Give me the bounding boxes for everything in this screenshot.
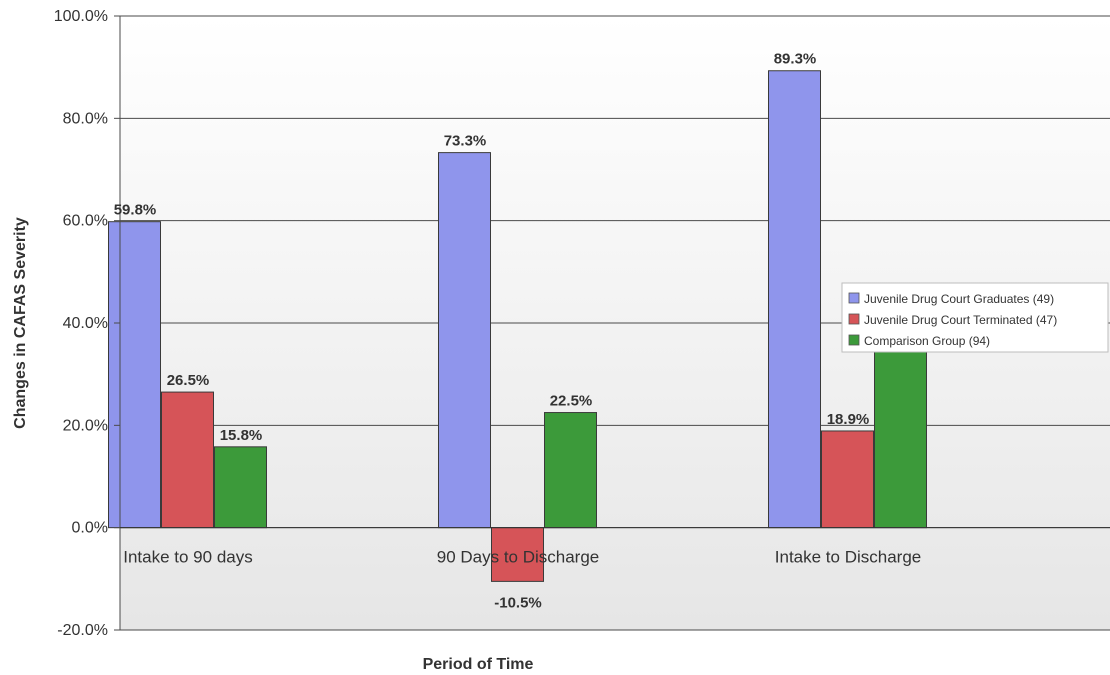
y-tick-label: 80.0% (63, 110, 108, 127)
data-label: 59.8% (114, 202, 157, 219)
data-label: -10.5% (494, 594, 542, 611)
x-category-label: 90 Days to Discharge (437, 548, 600, 567)
bar (768, 70, 821, 529)
legend-box (841, 282, 1109, 353)
data-label: 22.5% (550, 393, 593, 410)
data-label: 26.5% (167, 372, 210, 389)
legend-swatch (848, 313, 860, 325)
y-tick-label: 60.0% (63, 213, 108, 230)
legend-swatch (848, 334, 860, 346)
data-label: 15.8% (220, 427, 263, 444)
data-label: 18.9% (827, 411, 870, 428)
y-tick-label: 40.0% (63, 315, 108, 332)
y-tick-label: 20.0% (63, 417, 108, 434)
bar (214, 446, 267, 529)
legend-label: Juvenile Drug Court Terminated (47) (864, 313, 1057, 327)
legend-label: Comparison Group (94) (864, 334, 990, 348)
x-category-label: Intake to 90 days (123, 548, 252, 567)
bar (544, 412, 597, 529)
bar (821, 430, 874, 529)
y-tick-label: 0.0% (72, 520, 108, 537)
bar (874, 349, 927, 529)
x-category-label: Intake to Discharge (775, 548, 921, 567)
y-tick-label: -20.0% (57, 622, 108, 639)
legend: Juvenile Drug Court Graduates (49) Juveni… (841, 282, 1109, 353)
data-label: 73.3% (444, 133, 487, 150)
bar (161, 391, 214, 529)
data-label: 89.3% (774, 51, 817, 68)
x-axis-title: Period of Time (423, 656, 534, 673)
legend-label: Juvenile Drug Court Graduates (49) (864, 292, 1054, 306)
y-axis-title: Changes in CAFAS Severity (12, 217, 29, 429)
legend-swatch (848, 292, 860, 304)
y-tick-label: 100.0% (54, 8, 108, 25)
bar (108, 221, 161, 529)
bar (438, 152, 491, 529)
